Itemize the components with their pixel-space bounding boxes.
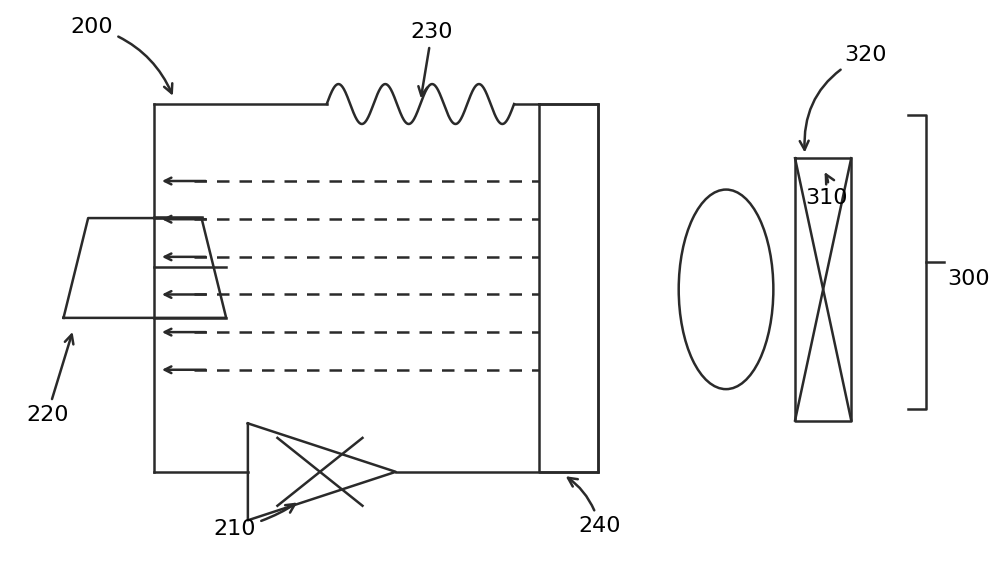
Text: 200: 200 <box>70 17 172 93</box>
Text: 240: 240 <box>568 478 621 536</box>
Text: 320: 320 <box>800 45 887 150</box>
Text: 210: 210 <box>213 504 295 539</box>
Text: 230: 230 <box>411 22 453 96</box>
Text: 310: 310 <box>805 174 847 208</box>
Text: 220: 220 <box>26 335 73 425</box>
Text: 300: 300 <box>947 269 990 289</box>
